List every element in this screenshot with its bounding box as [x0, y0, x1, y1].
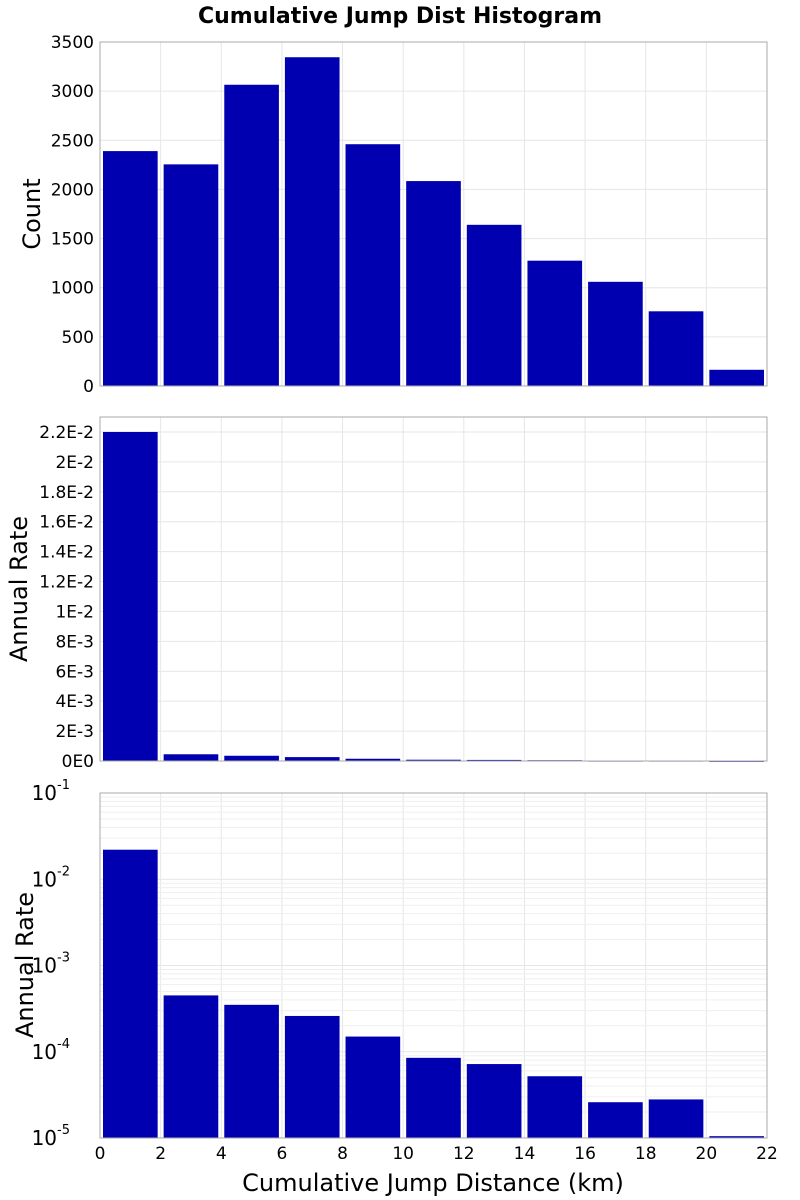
rate-log-plot-frame [99, 792, 768, 1139]
rate-linear-y-axis-label: Annual Rate [5, 516, 33, 662]
bar [224, 1004, 279, 1138]
rate-log-bars [103, 849, 764, 1138]
y-tick-label: 1500 [51, 230, 94, 250]
bar [224, 84, 279, 387]
x-tick-label: 2 [155, 1144, 166, 1164]
bar [103, 849, 158, 1138]
x-tick-label: 14 [514, 1144, 536, 1164]
y-tick-label: 6E-3 [55, 662, 94, 682]
x-tick-label: 16 [574, 1144, 596, 1164]
bar [284, 1015, 340, 1138]
count-panel: 0 500 1000 1500 2000 2500 3000 3500 Count [18, 33, 768, 397]
bar [648, 1099, 704, 1138]
bar [163, 164, 219, 386]
y-tick-label: 1E-2 [55, 602, 94, 622]
bar [284, 57, 340, 387]
y-tick-label: 3500 [51, 33, 94, 53]
x-tick-label: 0 [95, 1144, 106, 1164]
y-tick-label: 10-4 [32, 1037, 70, 1064]
y-tick-label: 1.4E-2 [39, 543, 94, 563]
y-tick-label: 1.6E-2 [39, 513, 94, 533]
y-tick-label: 10-2 [32, 864, 70, 891]
y-tick-label: 500 [62, 328, 94, 348]
count-bars [103, 57, 764, 387]
bar [588, 281, 643, 386]
bar [103, 151, 158, 386]
bar [345, 758, 401, 761]
rate-linear-y-ticks: 0E0 2E-3 4E-3 6E-3 8E-3 1E-2 1.2E-2 1.4E-2 1.6E-… [39, 423, 94, 772]
y-tick-label: 1.8E-2 [39, 483, 94, 503]
count-plot-frame [99, 41, 768, 387]
bar [406, 1057, 461, 1138]
x-axis-label: Cumulative Jump Distance (km) [242, 1169, 624, 1197]
bar [709, 1136, 764, 1138]
bar [527, 260, 583, 386]
y-tick-label: 1.2E-2 [39, 573, 94, 593]
bar [284, 757, 340, 761]
bar [648, 311, 704, 386]
x-tick-label: 10 [392, 1144, 414, 1164]
y-tick-label: 8E-3 [55, 632, 94, 652]
bar [527, 1076, 583, 1138]
rate-linear-grid [100, 417, 767, 761]
bar [345, 144, 401, 386]
y-tick-label: 2500 [51, 131, 94, 151]
bar [466, 1064, 522, 1138]
bar [224, 755, 279, 761]
y-tick-label: 3000 [51, 82, 94, 102]
bar [163, 995, 219, 1138]
y-tick-label: 0E0 [62, 752, 94, 772]
rate-linear-panel: 0E0 2E-3 4E-3 6E-3 8E-3 1E-2 1.2E-2 1.4E-2 1.6E-… [5, 416, 768, 772]
bar [345, 1036, 401, 1138]
rate-linear-bars [103, 431, 764, 762]
x-tick-label: 6 [276, 1144, 287, 1164]
x-ticks: 0 2 4 6 8 10 12 14 16 18 20 22 [95, 1144, 778, 1164]
y-tick-label: 4E-3 [55, 692, 94, 712]
x-tick-label: 22 [756, 1144, 778, 1164]
bar [466, 759, 522, 761]
y-tick-label: 2E-2 [55, 453, 94, 473]
y-tick-label: 10-1 [32, 778, 70, 805]
rate-log-panel: 10-510-410-310-210-1 0 2 4 6 8 10 12 14 16 18 20 22… [11, 778, 778, 1197]
y-tick-label: 0 [83, 377, 94, 397]
x-tick-label: 20 [696, 1144, 718, 1164]
x-tick-label: 8 [337, 1144, 348, 1164]
bar [406, 181, 461, 386]
bar [709, 369, 764, 386]
rate-linear-plot-frame [99, 416, 768, 762]
bar [588, 1102, 643, 1138]
x-tick-label: 12 [453, 1144, 475, 1164]
bar [163, 754, 219, 761]
y-tick-label: 1000 [51, 279, 94, 299]
bar [466, 224, 522, 386]
x-tick-label: 18 [635, 1144, 657, 1164]
y-tick-label: 10-5 [32, 1123, 70, 1150]
y-tick-label: 2E-3 [55, 722, 94, 742]
bar [103, 431, 158, 761]
y-tick-label: 2000 [51, 180, 94, 200]
figure-title: Cumulative Jump Dist Histogram [198, 4, 602, 29]
bar [406, 759, 461, 761]
count-y-axis-label: Count [18, 178, 46, 249]
y-tick-label: 2.2E-2 [39, 423, 94, 443]
x-tick-label: 4 [216, 1144, 227, 1164]
count-y-ticks: 0 500 1000 1500 2000 2500 3000 3500 [51, 33, 94, 397]
rate-log-y-axis-label: Annual Rate [11, 892, 39, 1038]
